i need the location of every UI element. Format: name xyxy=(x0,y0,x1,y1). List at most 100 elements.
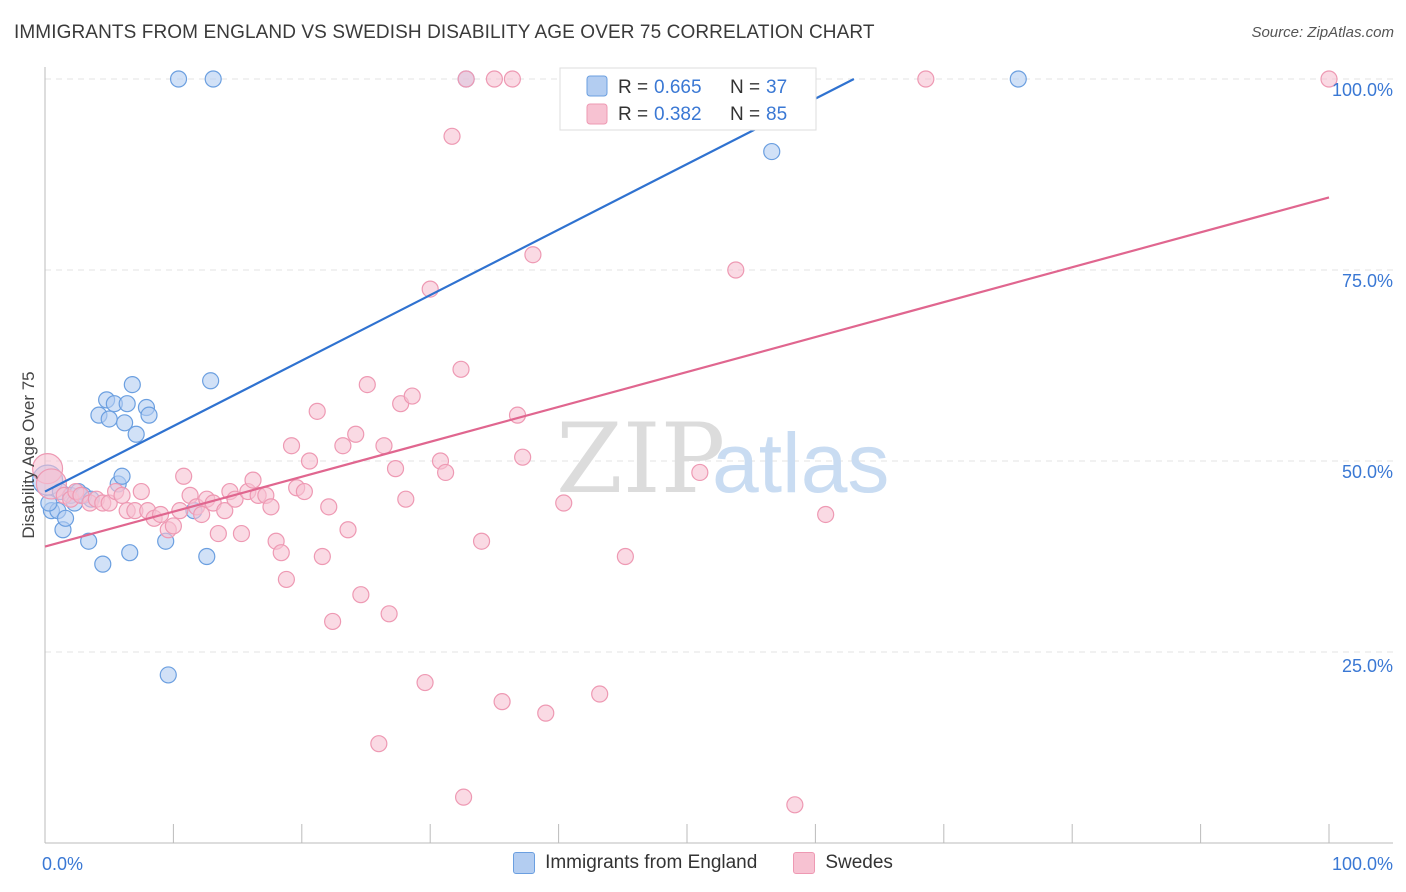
swedes-point-42 xyxy=(295,482,313,501)
swedes-point-70 xyxy=(493,693,511,711)
swedes-point-66 xyxy=(454,788,473,806)
swedes-point-79 xyxy=(691,463,709,482)
england-point-21 xyxy=(123,376,141,394)
stats-r-label-swedes: R = xyxy=(618,104,648,125)
swedes-point-33 xyxy=(244,471,262,489)
swedes-point-27 xyxy=(209,524,227,543)
swedes-point-40 xyxy=(282,437,301,455)
swedes-point-24 xyxy=(193,505,211,524)
trend-line-england xyxy=(44,78,855,493)
swedes-point-45 xyxy=(313,547,331,566)
stats-swatch-england xyxy=(586,75,608,97)
swedes-point-50 xyxy=(347,425,365,443)
swedes-point-82 xyxy=(817,505,835,524)
swedes-point-56 xyxy=(386,460,405,478)
y-tick-label-3: 100.0% xyxy=(1332,80,1393,100)
legend-label-swedes: Swedes xyxy=(825,852,893,873)
swedes-point-36 xyxy=(262,498,280,516)
england-point-34 xyxy=(1009,70,1027,88)
england-point-19 xyxy=(118,395,136,413)
legend-item-england[interactable]: Immigrants from England xyxy=(513,852,757,874)
england-point-33 xyxy=(763,142,781,161)
tick-labels: 25.0% 50.0% 75.0% 100.0% 0.0% 100.0% xyxy=(42,80,1393,874)
swedes-point-51 xyxy=(352,586,370,604)
chart-title: IMMIGRANTS FROM ENGLAND VS SWEDISH DISAB… xyxy=(14,22,875,43)
swedes-point-46 xyxy=(320,498,338,516)
swedes-point-80 xyxy=(727,261,745,279)
england-point-12 xyxy=(94,555,112,573)
swedes-point-60 xyxy=(416,673,434,692)
watermark: ZIP atlas xyxy=(556,403,889,515)
stats-r-value-swedes: 0.382 xyxy=(654,104,702,125)
stats-n-value-england: 37 xyxy=(766,77,787,98)
stats-legend-box: R = 0.665 N = 37 R = 0.382 N = 85 xyxy=(559,67,817,131)
legend-swatch-england xyxy=(513,852,536,874)
swedes-point-48 xyxy=(334,437,352,455)
england-point-5 xyxy=(56,509,75,527)
stats-n-label-england: N = xyxy=(730,77,760,98)
y-tick-label-1: 50.0% xyxy=(1342,462,1393,482)
legend-item-swedes[interactable]: Swedes xyxy=(793,852,893,874)
swedes-point-72 xyxy=(508,406,527,424)
england-point-31 xyxy=(204,70,222,88)
swedes-point-65 xyxy=(452,360,470,378)
swedes-point-58 xyxy=(397,490,415,508)
swedes-point-75 xyxy=(537,704,555,722)
swedes-point-31 xyxy=(232,524,251,543)
england-point-30 xyxy=(202,372,220,390)
swedes-point-55 xyxy=(380,605,398,623)
swedes-point-14 xyxy=(132,482,150,501)
swedes-point-43 xyxy=(300,452,319,470)
x-tick-label-right: 100.0% xyxy=(1332,854,1393,874)
england-point-29 xyxy=(198,547,216,566)
y-tick-label-2: 75.0% xyxy=(1342,271,1393,291)
legend-label-england: Immigrants from England xyxy=(545,852,758,873)
england-point-26 xyxy=(159,666,177,684)
swedes-point-74 xyxy=(524,246,542,264)
swedes-point-59 xyxy=(403,387,421,405)
stats-r-label-england: R = xyxy=(618,77,648,98)
england-point-20 xyxy=(121,544,139,562)
y-tick-label-0: 25.0% xyxy=(1342,656,1393,676)
swedes-point-11 xyxy=(113,486,131,504)
england-point-24 xyxy=(140,406,158,424)
trend-line-swedes xyxy=(44,196,1330,548)
legend-swatch-swedes xyxy=(793,852,816,874)
watermark-atlas: atlas xyxy=(712,416,889,510)
swedes-point-53 xyxy=(370,735,388,753)
swedes-point-52 xyxy=(358,376,376,394)
swedes-point-21 xyxy=(175,467,193,485)
y-axis-label-group: Disability Age Over 75 xyxy=(19,371,38,538)
series-legend: Immigrants from England Swedes xyxy=(0,848,1406,878)
swedes-point-38 xyxy=(272,544,290,562)
swedes-point-71 xyxy=(503,70,521,88)
swedes-point-44 xyxy=(308,402,326,420)
swedes-point-54 xyxy=(375,437,393,455)
x-tick-label-left: 0.0% xyxy=(42,854,83,874)
data-points xyxy=(31,70,1338,814)
england-point-18 xyxy=(116,414,134,432)
stats-r-value-england: 0.665 xyxy=(654,77,702,98)
swedes-point-19 xyxy=(164,517,182,535)
stats-n-label-swedes: N = xyxy=(730,104,760,125)
swedes-point-68 xyxy=(472,532,491,550)
swedes-point-64 xyxy=(443,127,461,145)
swedes-point-77 xyxy=(591,685,609,703)
source-label: Source: ZipAtlas.com xyxy=(1251,24,1394,41)
england-point-27 xyxy=(169,70,188,88)
swedes-point-81 xyxy=(786,796,804,814)
swedes-point-47 xyxy=(324,612,342,631)
swedes-point-69 xyxy=(485,70,503,88)
swedes-point-63 xyxy=(437,463,455,482)
england-point-17 xyxy=(113,467,131,485)
swedes-point-28 xyxy=(216,502,234,520)
trend-lines xyxy=(44,78,1330,548)
swedes-point-73 xyxy=(514,448,532,466)
y-axis-label: Disability Age Over 75 xyxy=(19,371,38,538)
england-point-14 xyxy=(100,410,118,428)
swedes-point-78 xyxy=(616,547,634,566)
england-point-22 xyxy=(127,425,145,443)
swedes-point-84 xyxy=(1320,70,1338,88)
england-point-10 xyxy=(80,532,98,550)
